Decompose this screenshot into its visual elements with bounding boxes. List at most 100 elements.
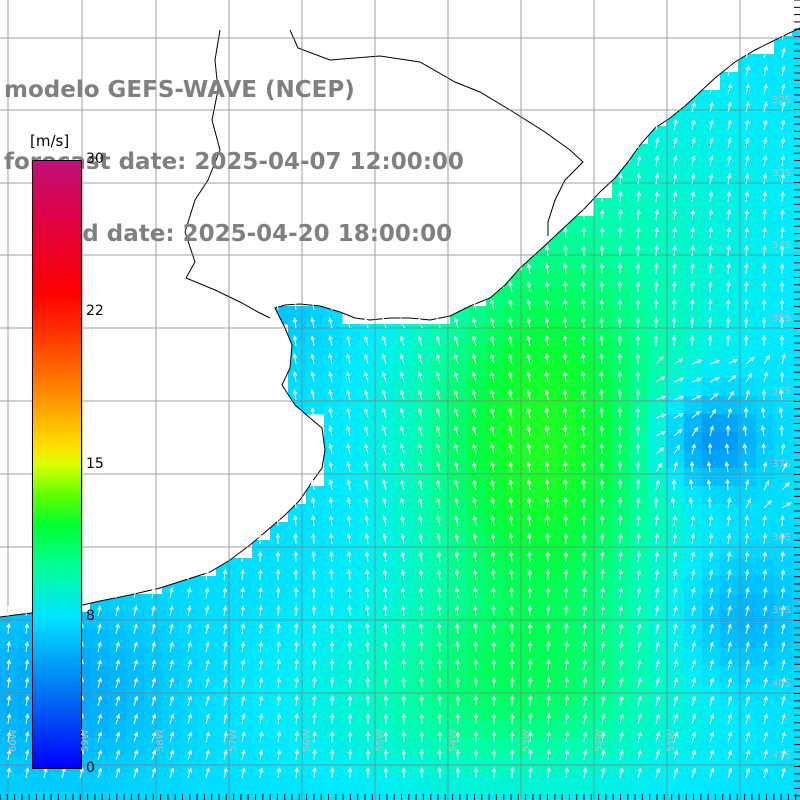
wind-arrow	[672, 514, 677, 527]
wind-arrow	[691, 155, 696, 167]
wind-arrow	[599, 442, 604, 455]
wind-arrow	[24, 640, 30, 653]
wind-arrow	[744, 550, 750, 563]
field-cell	[306, 576, 325, 595]
field-cell	[342, 702, 361, 721]
wind-arrow	[205, 605, 210, 617]
wind-arrow	[435, 389, 441, 401]
field-cell	[648, 486, 667, 505]
field-cell	[792, 306, 800, 325]
wind-arrow	[294, 748, 299, 761]
wind-arrow	[328, 353, 333, 365]
field-cell	[126, 612, 145, 631]
field-cell	[306, 504, 325, 523]
wind-arrow	[673, 605, 678, 617]
wind-arrow	[275, 568, 281, 581]
wind-arrow	[654, 226, 659, 239]
wind-arrow	[526, 461, 532, 473]
wind-arrow	[276, 730, 282, 743]
field-cell	[504, 558, 523, 577]
field-cell	[576, 594, 595, 613]
field-cell	[630, 576, 649, 595]
wind-arrow	[617, 352, 622, 365]
wind-arrow	[546, 676, 551, 689]
wind-arrow	[115, 695, 121, 707]
wind-arrow	[258, 640, 264, 653]
wind-arrow	[707, 442, 713, 455]
field-cell	[252, 738, 271, 757]
field-cell	[324, 648, 343, 667]
field-cell	[486, 504, 505, 523]
field-cell	[558, 450, 577, 469]
field-cell	[414, 774, 433, 793]
wind-arrow	[743, 334, 749, 347]
wind-arrow	[781, 119, 786, 131]
wind-arrow	[115, 623, 120, 635]
field-cell	[414, 450, 433, 469]
wind-arrow	[437, 658, 442, 671]
wind-arrow	[399, 425, 405, 437]
field-cell	[504, 396, 523, 415]
field-cell	[666, 324, 685, 343]
wind-arrow	[618, 532, 623, 545]
wind-arrow	[510, 694, 515, 707]
field-cell	[522, 576, 541, 595]
field-cell	[666, 252, 685, 271]
wind-arrow	[619, 713, 624, 725]
wind-arrow	[294, 730, 299, 743]
field-cell	[504, 306, 523, 325]
wind-arrow	[673, 569, 678, 581]
field-cell	[648, 540, 667, 559]
wind-arrow	[563, 280, 568, 293]
field-cell	[774, 720, 793, 739]
field-cell	[612, 540, 631, 559]
wind-arrow	[187, 695, 192, 707]
wind-arrow	[618, 190, 623, 203]
field-cell	[378, 540, 397, 559]
field-cell	[756, 468, 775, 487]
wind-arrow	[745, 119, 750, 131]
field-cell	[324, 720, 343, 739]
wind-arrow	[240, 622, 246, 635]
wind-arrow	[292, 353, 298, 365]
wind-arrow	[691, 426, 699, 437]
wind-arrow	[563, 550, 569, 563]
field-cell	[774, 432, 793, 451]
wind-arrow	[292, 371, 298, 383]
field-cell	[558, 270, 577, 289]
wind-arrow	[691, 605, 696, 617]
wind-arrow	[527, 640, 533, 653]
wind-arrow	[133, 749, 139, 761]
wind-arrow	[528, 694, 533, 707]
lat-label-40s: 40S	[772, 678, 792, 689]
wind-arrow	[562, 316, 568, 329]
field-cell	[594, 594, 613, 613]
field-cell	[684, 666, 703, 685]
wind-arrow	[724, 442, 730, 455]
field-cell	[522, 360, 541, 379]
field-cell	[684, 558, 703, 577]
wind-arrow	[655, 605, 660, 617]
field-cell	[558, 594, 577, 613]
field-cell	[630, 270, 649, 289]
field-cell	[288, 630, 307, 649]
field-cell	[306, 792, 325, 800]
wind-arrow	[293, 550, 298, 563]
field-cell	[738, 558, 757, 577]
field-cell	[558, 234, 577, 253]
wind-arrow	[761, 388, 767, 401]
wind-arrow	[744, 244, 749, 257]
wind-arrow	[690, 226, 695, 239]
field-cell	[522, 774, 541, 793]
field-cell	[576, 252, 595, 271]
wind-arrow	[726, 298, 731, 311]
wind-arrow	[491, 586, 496, 599]
field-cell	[378, 720, 397, 739]
wind-arrow	[508, 407, 513, 419]
wind-arrow	[708, 334, 713, 347]
field-cell	[630, 504, 649, 523]
wind-arrow	[24, 604, 29, 617]
field-cell	[216, 738, 235, 757]
wind-arrow	[490, 550, 496, 563]
wind-arrow	[490, 443, 495, 455]
